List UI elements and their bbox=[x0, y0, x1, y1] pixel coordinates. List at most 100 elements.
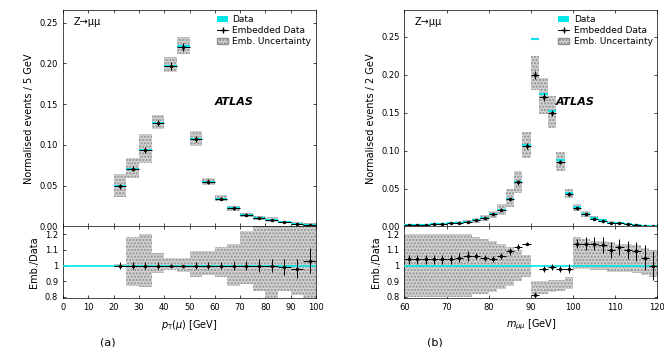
X-axis label: $p_{\rm T}(\mu)$ [GeV]: $p_{\rm T}(\mu)$ [GeV] bbox=[161, 318, 218, 332]
Bar bbox=[556, 280, 564, 290]
Bar bbox=[126, 158, 139, 178]
Bar bbox=[514, 171, 523, 193]
Bar bbox=[649, 250, 657, 277]
Bar bbox=[240, 213, 253, 217]
Y-axis label: Emb./Data: Emb./Data bbox=[29, 237, 39, 288]
Bar bbox=[303, 109, 316, 300]
Bar bbox=[202, 178, 215, 185]
Bar bbox=[114, 264, 126, 267]
Bar bbox=[303, 223, 316, 226]
Bar bbox=[632, 245, 641, 273]
Bar bbox=[422, 224, 430, 226]
Bar bbox=[278, 221, 291, 223]
Bar bbox=[438, 223, 447, 225]
Bar bbox=[266, 218, 278, 221]
Bar bbox=[151, 253, 164, 273]
Bar bbox=[531, 281, 539, 294]
Bar bbox=[151, 115, 164, 129]
Bar bbox=[582, 239, 590, 269]
Bar bbox=[215, 247, 228, 277]
Y-axis label: Normalised events / 5 GeV: Normalised events / 5 GeV bbox=[25, 53, 35, 184]
Text: (a): (a) bbox=[100, 337, 116, 347]
Bar bbox=[240, 231, 253, 284]
Bar bbox=[278, 200, 291, 290]
Bar bbox=[202, 252, 215, 275]
Bar bbox=[564, 277, 573, 289]
X-axis label: $m_{\mu\mu}$ [GeV]: $m_{\mu\mu}$ [GeV] bbox=[505, 318, 556, 332]
Bar bbox=[582, 211, 590, 217]
Bar bbox=[413, 234, 422, 297]
Bar bbox=[505, 189, 514, 208]
Bar bbox=[266, 209, 278, 300]
Bar bbox=[404, 234, 413, 297]
Bar bbox=[253, 219, 266, 290]
Bar bbox=[564, 188, 573, 198]
Bar bbox=[497, 204, 505, 215]
Bar bbox=[632, 224, 641, 226]
Bar bbox=[531, 56, 539, 90]
Bar bbox=[177, 258, 189, 272]
Bar bbox=[616, 222, 623, 224]
Bar bbox=[573, 237, 582, 269]
Bar bbox=[463, 220, 472, 223]
Bar bbox=[505, 247, 514, 286]
Text: Z→μμ: Z→μμ bbox=[73, 17, 100, 27]
Bar bbox=[114, 174, 126, 197]
Legend: Data, Embedded Data, Emb. Uncertainty: Data, Embedded Data, Emb. Uncertainty bbox=[214, 11, 315, 50]
Bar bbox=[556, 152, 564, 171]
Bar bbox=[228, 244, 240, 286]
Bar bbox=[126, 237, 139, 286]
Bar bbox=[548, 280, 556, 292]
Bar bbox=[623, 223, 632, 225]
Bar bbox=[539, 78, 548, 114]
Bar bbox=[291, 222, 303, 225]
Bar bbox=[472, 218, 480, 223]
Bar bbox=[164, 57, 177, 71]
Text: (b): (b) bbox=[427, 337, 443, 347]
Bar bbox=[472, 237, 480, 294]
Bar bbox=[641, 225, 649, 226]
Bar bbox=[489, 211, 497, 218]
Bar bbox=[438, 234, 447, 297]
Y-axis label: Emb./Data: Emb./Data bbox=[371, 237, 381, 288]
Bar bbox=[189, 131, 202, 146]
Bar bbox=[497, 244, 505, 289]
Bar bbox=[413, 224, 422, 226]
Text: ATLAS: ATLAS bbox=[215, 97, 254, 107]
Bar bbox=[430, 234, 438, 297]
Bar bbox=[598, 219, 607, 222]
Bar bbox=[480, 239, 489, 294]
Y-axis label: Normalised events / 2 GeV: Normalised events / 2 GeV bbox=[366, 53, 376, 184]
Bar bbox=[607, 221, 616, 223]
Bar bbox=[523, 255, 531, 277]
Bar bbox=[607, 242, 616, 272]
Bar bbox=[523, 132, 531, 158]
Bar bbox=[139, 134, 151, 163]
Bar bbox=[447, 234, 455, 297]
Bar bbox=[455, 234, 463, 297]
Bar bbox=[489, 240, 497, 292]
Bar bbox=[616, 244, 623, 272]
Bar bbox=[422, 234, 430, 297]
Bar bbox=[404, 224, 413, 226]
Legend: Data, Embedded Data, Emb. Uncertainty: Data, Embedded Data, Emb. Uncertainty bbox=[555, 11, 657, 50]
Bar bbox=[215, 195, 228, 201]
Bar bbox=[590, 240, 598, 270]
Bar bbox=[189, 252, 202, 277]
Bar bbox=[573, 204, 582, 211]
Text: Z→μμ: Z→μμ bbox=[414, 17, 442, 27]
Bar bbox=[590, 216, 598, 220]
Bar bbox=[253, 216, 266, 220]
Bar bbox=[177, 37, 189, 54]
Bar bbox=[598, 240, 607, 270]
Bar bbox=[463, 234, 472, 297]
Bar bbox=[430, 223, 438, 225]
Bar bbox=[228, 206, 240, 211]
Bar bbox=[291, 161, 303, 295]
Text: ATLAS: ATLAS bbox=[556, 97, 595, 107]
Bar bbox=[139, 234, 151, 287]
Bar bbox=[455, 221, 463, 224]
Bar bbox=[539, 281, 548, 294]
Bar bbox=[548, 96, 556, 128]
Bar bbox=[480, 215, 489, 221]
